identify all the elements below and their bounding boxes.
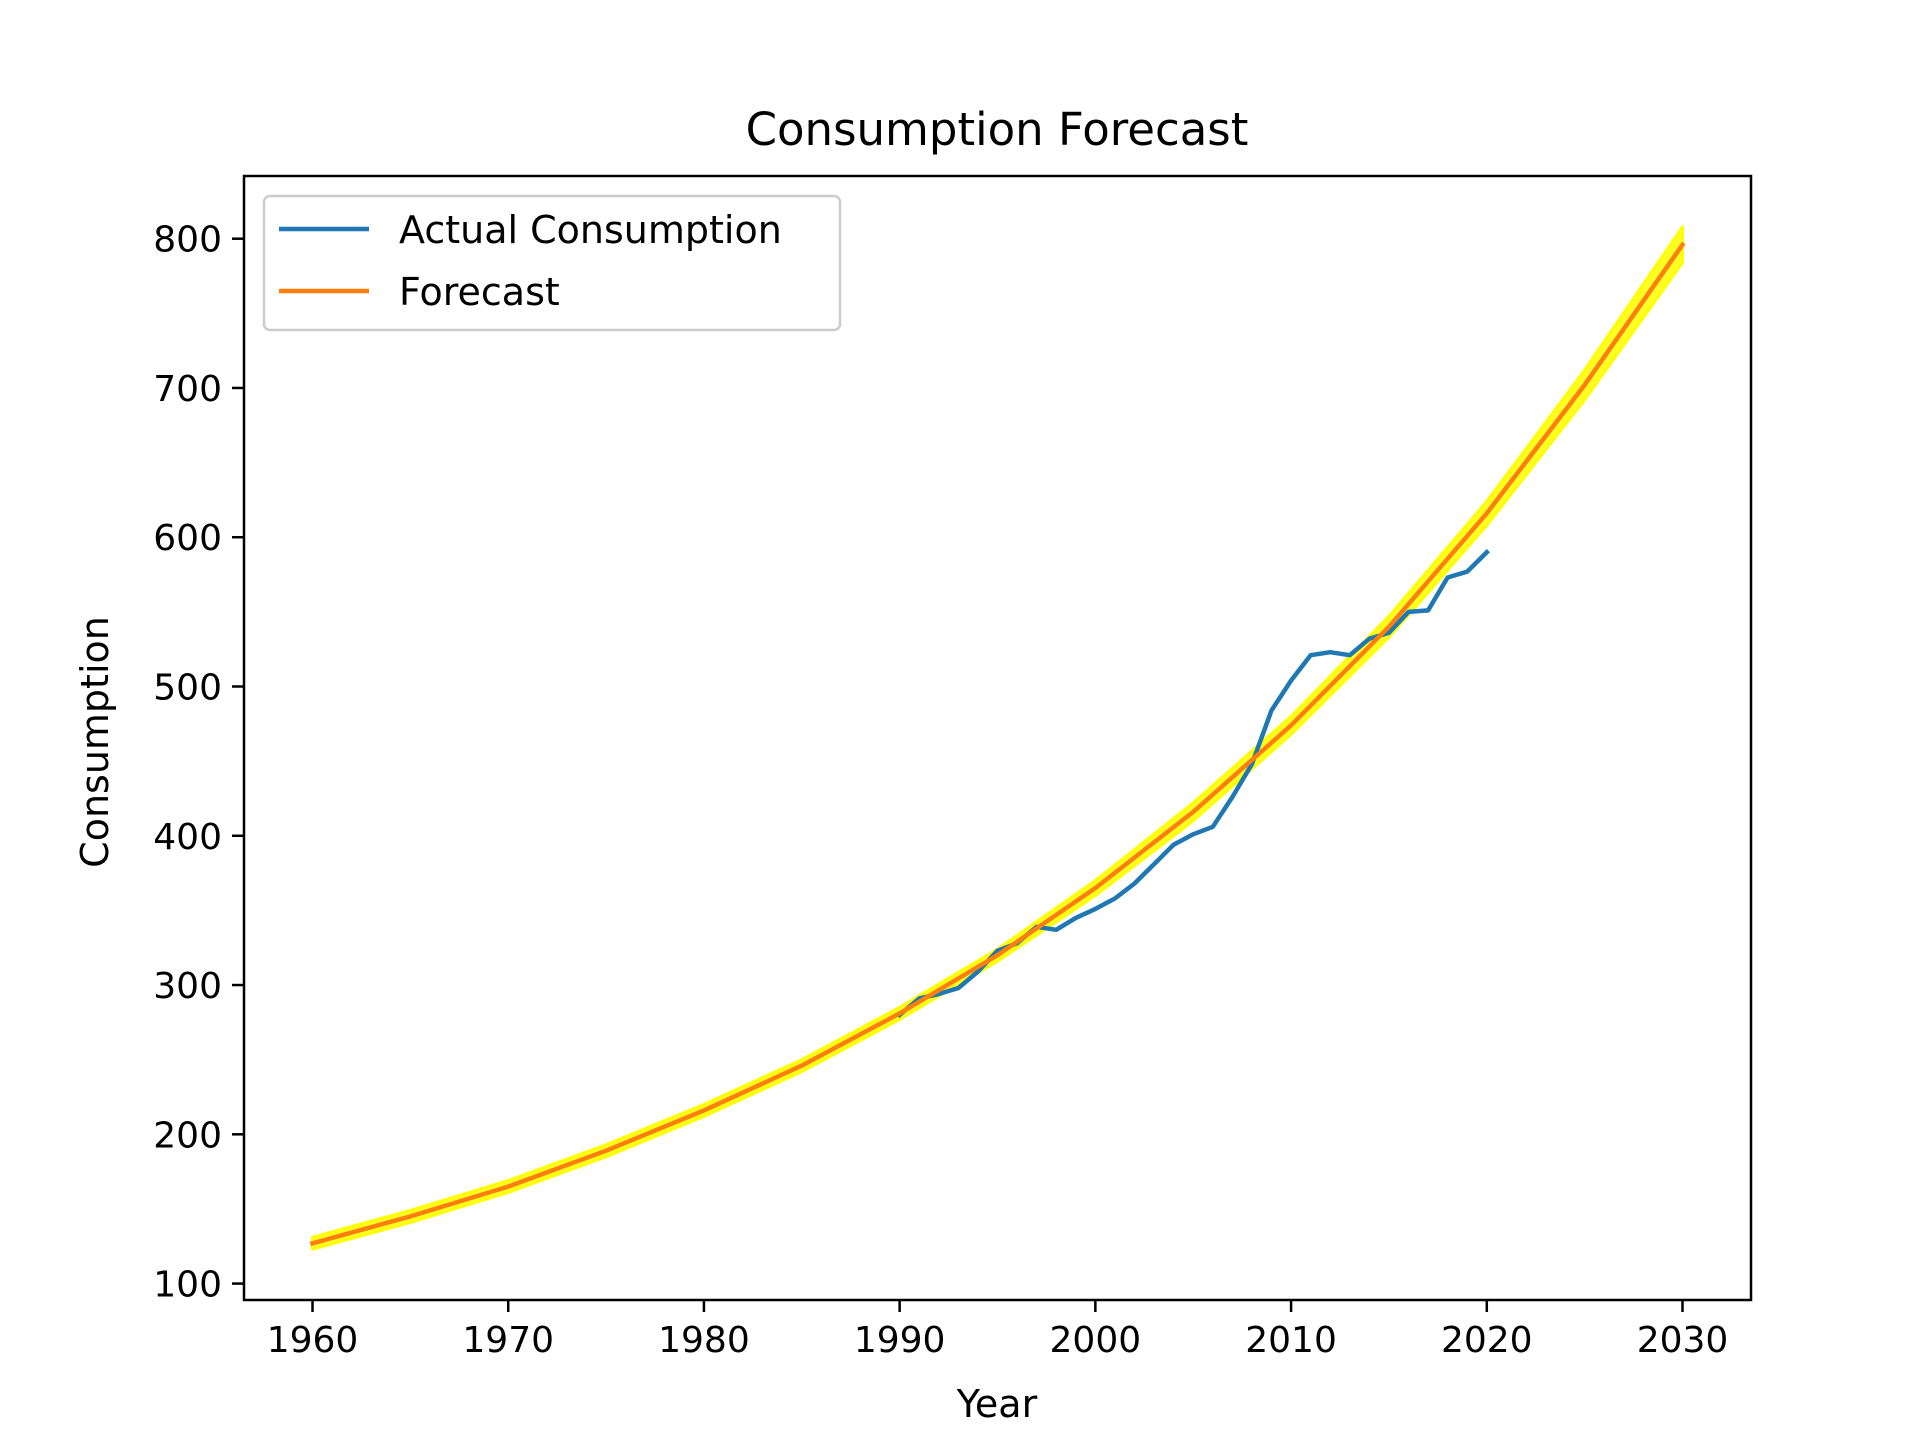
legend-box	[262, 194, 842, 332]
y-tick-label: 700	[153, 369, 222, 410]
series-line-actual-consumption	[896, 549, 1490, 1019]
x-tick-label: 1970	[462, 1320, 554, 1361]
y-tick-label: 200	[153, 1115, 222, 1156]
x-tick-label: 1960	[267, 1320, 359, 1361]
forecast-band	[311, 225, 1684, 1251]
y-axis-label: Consumption	[73, 616, 117, 868]
x-tick-label: 2030	[1637, 1320, 1729, 1361]
legend-label-forecast: Forecast	[399, 270, 560, 314]
x-tick-label: 2020	[1441, 1320, 1533, 1361]
series-line-forecast	[309, 241, 1686, 1247]
x-axis-label: Year	[956, 1382, 1038, 1426]
chart-title: Consumption Forecast	[746, 103, 1249, 156]
x-tick-label: 2000	[1050, 1320, 1142, 1361]
y-tick-label: 800	[153, 220, 222, 261]
plot-frame	[242, 174, 1753, 1302]
y-tick-label: 500	[153, 668, 222, 709]
x-tick-label: 1990	[854, 1320, 946, 1361]
legend-label-actual-consumption: Actual Consumption	[399, 208, 782, 252]
y-tick-label: 400	[153, 817, 222, 858]
y-tick-label: 100	[153, 1265, 222, 1306]
y-tick-label: 300	[153, 966, 222, 1007]
x-tick-label: 2010	[1245, 1320, 1337, 1361]
legend: Actual Consumption Forecast	[262, 194, 842, 332]
y-tick-label: 600	[153, 518, 222, 559]
y-axis: 100 200 300 400 500 600 700 800	[153, 220, 244, 1306]
x-axis: 1960 1970 1980 1990 2000 2010 2020 2030	[267, 1300, 1729, 1361]
x-tick-label: 1980	[658, 1320, 750, 1361]
plot-area	[309, 225, 1686, 1251]
